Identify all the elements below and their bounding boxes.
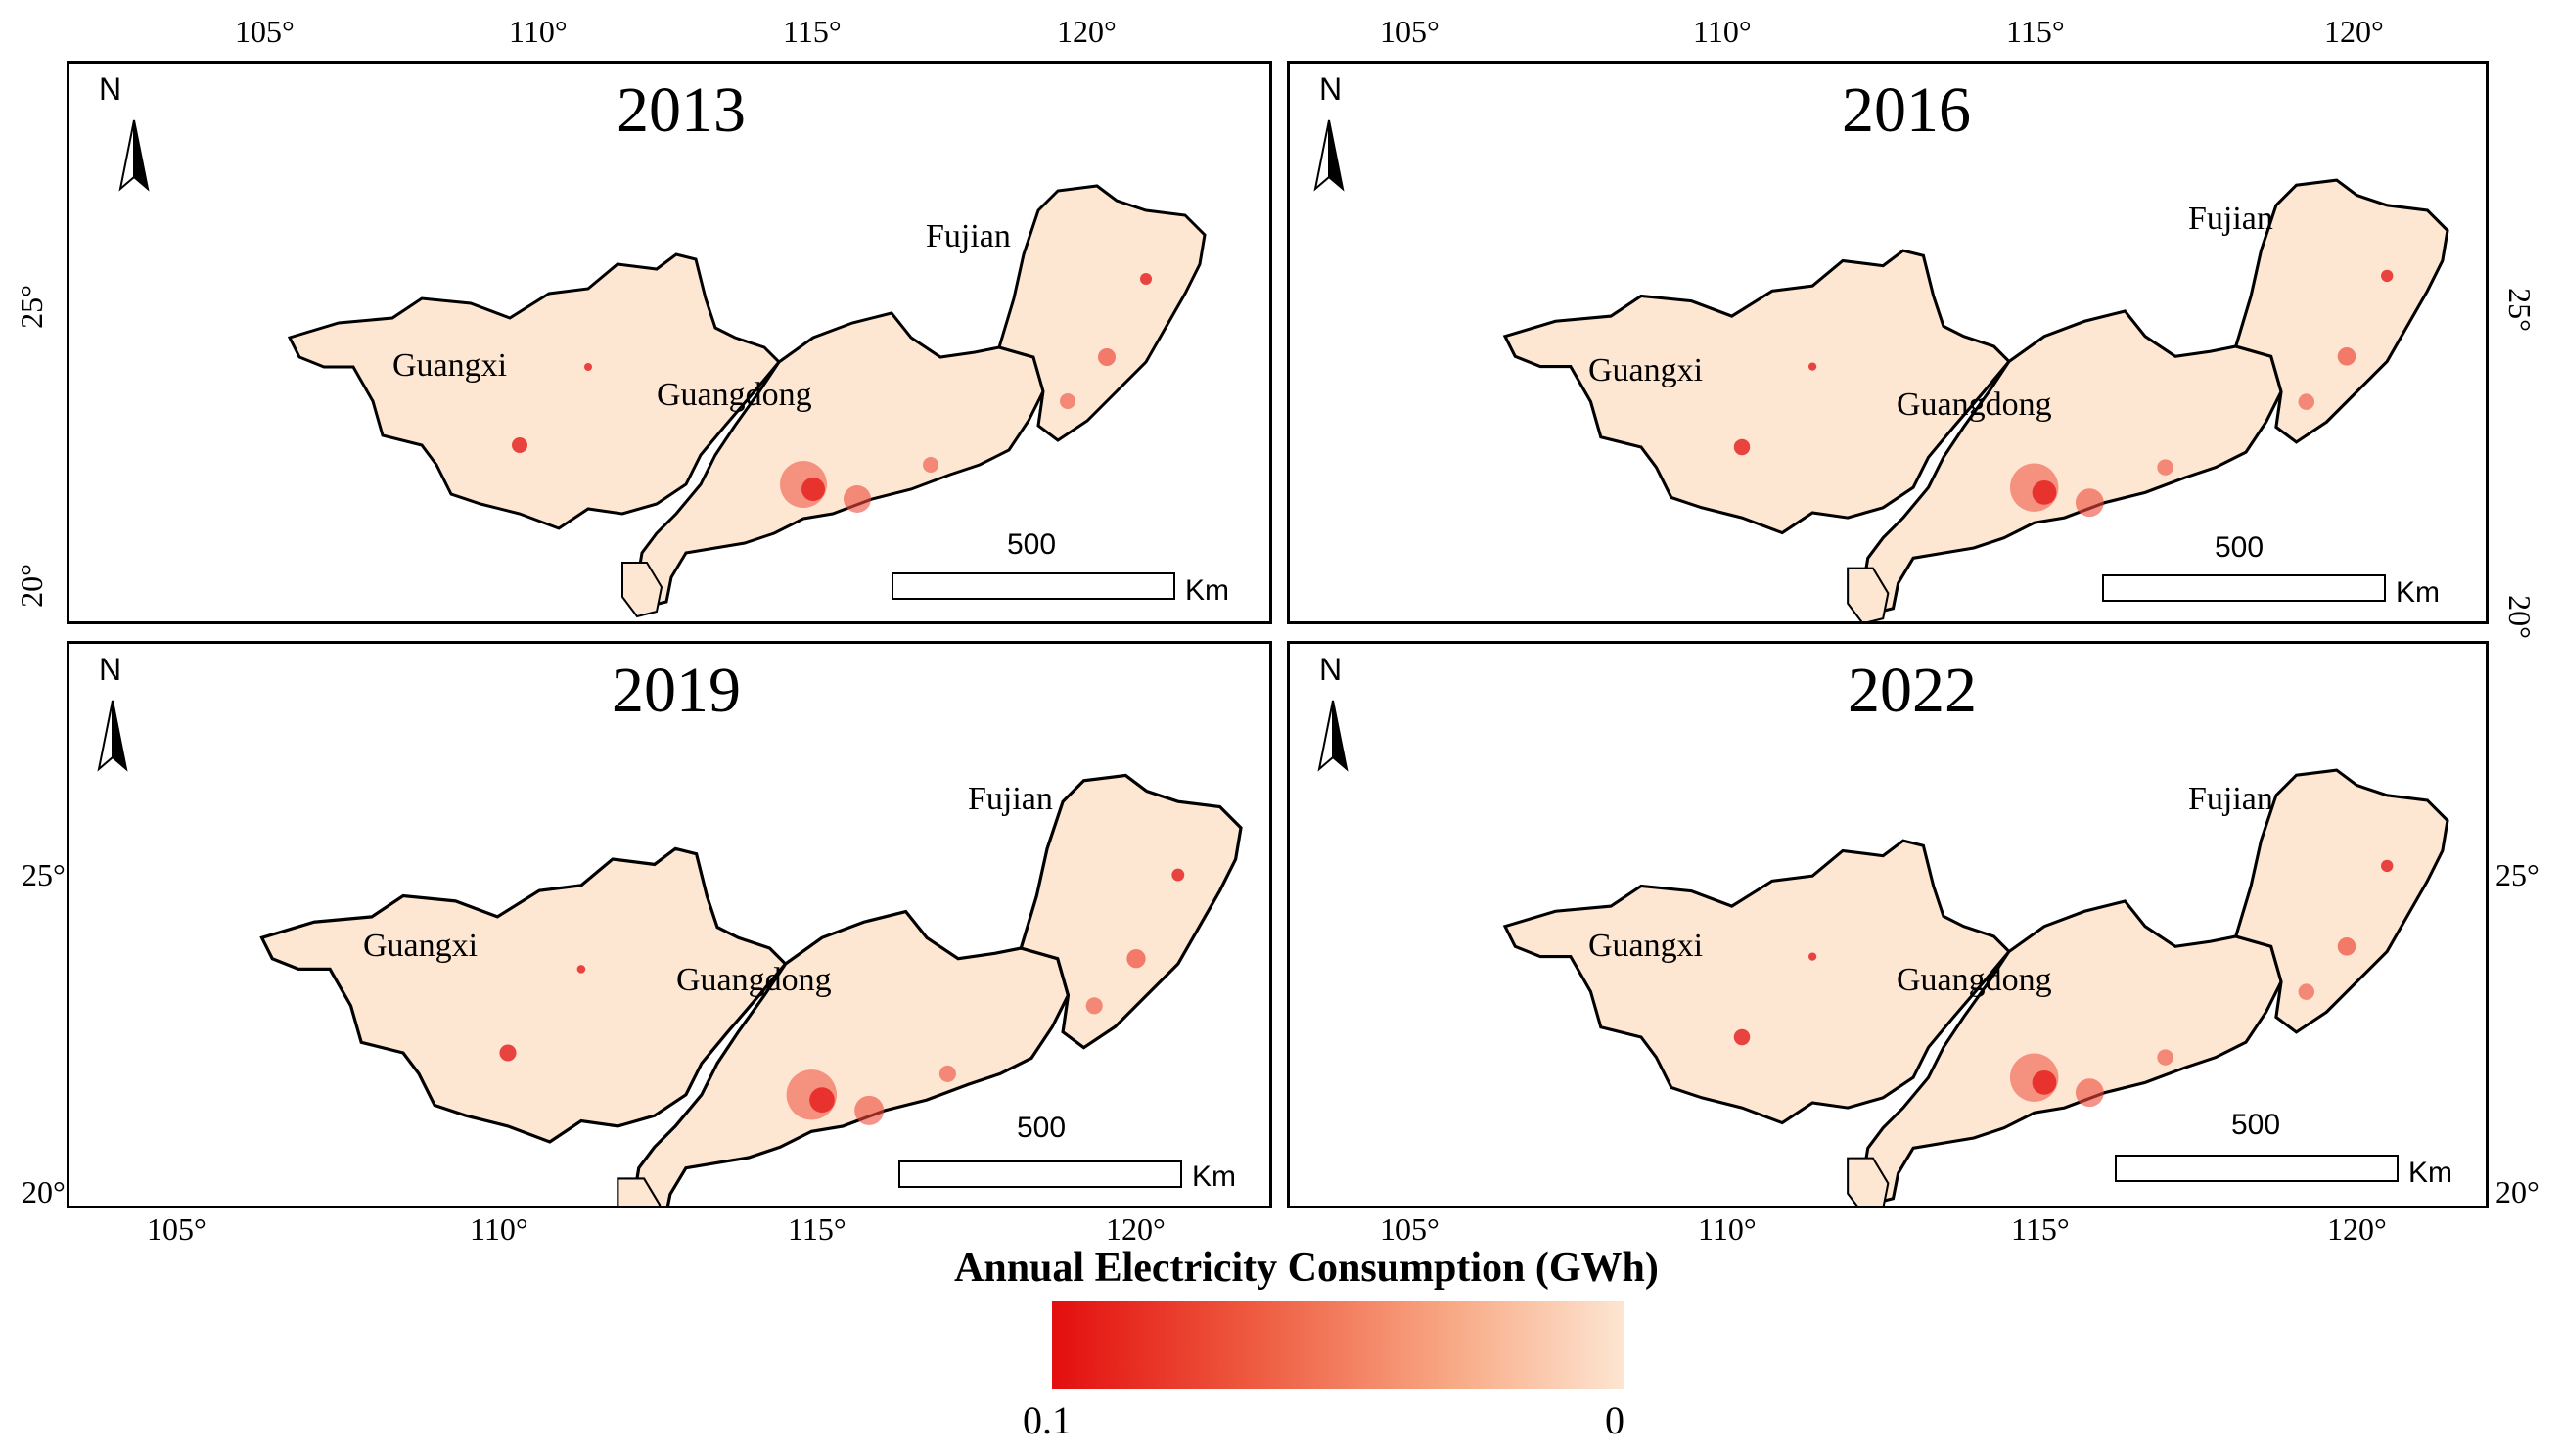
top-axis-label-110-right: 110° [1693, 14, 1752, 49]
top-axis-label-105-right: 105° [1380, 14, 1440, 49]
region-label-guangdong: Guangdong [1897, 962, 2052, 998]
top-axis-label-120-right: 120° [2324, 14, 2384, 49]
region-label-guangdong: Guangdong [1897, 387, 2052, 423]
region-label-guangdong: Guangdong [676, 962, 832, 998]
legend-title: Annual Electricity Consumption (GWh) [954, 1246, 1659, 1291]
region-label-guangdong: Guangdong [657, 377, 812, 413]
scale-unit: Km [2408, 1157, 2452, 1189]
map-2022 [1318, 700, 2449, 1206]
scale-unit: Km [1192, 1160, 1236, 1193]
right-axis-label-20-bottom: 20° [2495, 1174, 2539, 1209]
legend-min-label: 0.1 [1023, 1398, 1072, 1442]
region-label-guangxi: Guangxi [1588, 928, 1704, 964]
top-axis-label-120-left: 120° [1057, 14, 1117, 49]
scale-bar [892, 572, 1175, 600]
scale-unit: Km [1185, 574, 1229, 607]
north-arrow-label: N [1319, 652, 1343, 687]
north-arrow-label: N [99, 652, 122, 687]
bottom-axis-label-110-left: 110° [470, 1211, 528, 1247]
top-axis-label-115-right: 115° [2006, 14, 2065, 49]
scale-value: 500 [2215, 531, 2265, 564]
scale-value: 500 [1017, 1112, 1067, 1144]
left-axis-label-25-bottom: 25° [22, 857, 66, 892]
north-arrow-label: N [99, 71, 122, 107]
region-label-fujian: Fujian [2188, 781, 2273, 817]
region-label-guangxi: Guangxi [392, 347, 508, 384]
top-axis-label-105-left: 105° [235, 14, 295, 49]
left-axis-label-20-bottom: 20° [22, 1174, 66, 1209]
scale-bar [2102, 574, 2386, 602]
year-title: 2013 [617, 74, 746, 146]
legend-max-label: 0 [1605, 1398, 1624, 1442]
bottom-axis-label-115-right: 115° [2011, 1211, 2070, 1247]
region-label-fujian: Fujian [926, 218, 1011, 254]
bottom-axis-label-120-left: 120° [1106, 1211, 1166, 1247]
left-axis-label-20-top: 20° [13, 564, 49, 608]
top-axis-label-115-left: 115° [783, 14, 842, 49]
bottom-axis-label-115-left: 115° [788, 1211, 846, 1247]
north-arrow-label: N [1319, 71, 1343, 107]
bottom-axis-label-110-right: 110° [1698, 1211, 1757, 1247]
map-panel-2022: N 2022 Guangxi Guangdong Fujian 500 Km [1287, 641, 2489, 1208]
right-axis-label-25-bottom: 25° [2495, 857, 2539, 892]
year-title: 2019 [612, 655, 741, 726]
map-panel-2013: N 2013 Guangxi Guangdong Fujian 500 Km [67, 61, 1272, 624]
top-axis-label-110-left: 110° [509, 14, 568, 49]
region-label-fujian: Fujian [2188, 201, 2273, 237]
scale-value: 500 [2231, 1109, 2281, 1141]
region-label-guangxi: Guangxi [363, 928, 479, 964]
scale-bar [2115, 1155, 2399, 1182]
year-title: 2016 [1842, 74, 1971, 146]
scale-value: 500 [1007, 528, 1057, 561]
map-panel-2019: N 2019 Guangxi Guangdong Fujian 500 Km [67, 641, 1272, 1208]
map-2019 [98, 700, 1243, 1206]
bottom-axis-label-105-right: 105° [1380, 1211, 1440, 1247]
map-panel-2016: N 2016 Guangxi Guangdong Fujian 500 Km [1287, 61, 2489, 624]
right-axis-label-20-top: 20° [2501, 595, 2538, 639]
bottom-axis-label-105-left: 105° [147, 1211, 206, 1247]
region-label-guangxi: Guangxi [1588, 352, 1704, 388]
right-axis-label-25-top: 25° [2501, 288, 2538, 332]
bottom-axis-label-120-right: 120° [2327, 1211, 2387, 1247]
legend-color-ramp [1052, 1301, 1624, 1389]
year-title: 2022 [1848, 655, 1977, 726]
scale-unit: Km [2396, 576, 2440, 609]
scale-bar [898, 1160, 1182, 1188]
region-label-fujian: Fujian [968, 781, 1053, 817]
left-axis-label-25-top: 25° [13, 285, 49, 329]
